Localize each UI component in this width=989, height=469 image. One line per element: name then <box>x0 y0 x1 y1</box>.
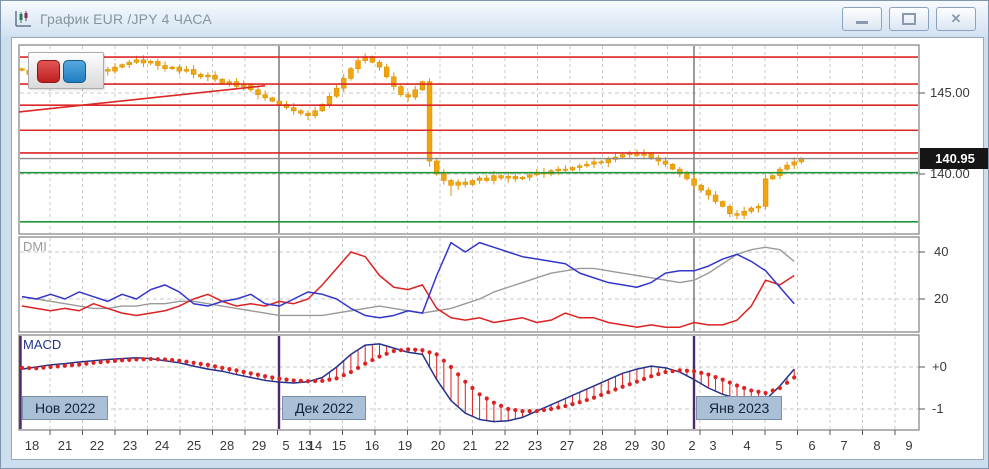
window-title: График EUR /JPY 4 ЧАСА <box>40 10 212 27</box>
maximize-icon <box>902 12 916 25</box>
x-axis-label: 29 <box>624 438 640 453</box>
x-axis-label: 4 <box>743 438 751 453</box>
x-axis-label: 16 <box>364 438 380 453</box>
x-axis-label: 5 <box>282 438 290 453</box>
x-axis-label: 19 <box>397 438 413 453</box>
current-price-badge: 140.95 <box>920 148 988 169</box>
x-axis-label: 25 <box>186 438 202 453</box>
x-axis-label: 14 <box>307 438 323 453</box>
x-axis-label: 27 <box>559 438 575 453</box>
red-marker-button[interactable] <box>37 60 60 83</box>
x-axis-label: 6 <box>808 438 816 453</box>
x-axis-label: 7 <box>840 438 848 453</box>
title-bar: График EUR /JPY 4 ЧАСА ✕ <box>1 1 988 36</box>
blue-marker-button[interactable] <box>63 60 86 83</box>
month-label: Янв 2023 <box>696 396 783 420</box>
macd-panel-frame <box>18 334 920 431</box>
main-panel-frame <box>18 44 920 235</box>
price-axis-label: 140.00 <box>930 166 970 181</box>
x-axis-label: 18 <box>24 438 40 453</box>
chart-mini-toolbar <box>28 52 104 89</box>
x-axis-label: 20 <box>430 438 446 453</box>
month-label: Дек 2022 <box>282 396 367 420</box>
x-axis-label: 8 <box>873 438 881 453</box>
minimize-icon <box>856 21 868 24</box>
x-axis-label: 9 <box>905 438 913 453</box>
window-controls: ✕ <box>842 6 976 31</box>
month-label: Нов 2022 <box>22 396 109 420</box>
maximize-button[interactable] <box>889 6 929 31</box>
x-axis-label: 23 <box>527 438 543 453</box>
x-axis-label: 5 <box>775 438 783 453</box>
dmi-axis-label: 40 <box>934 244 949 259</box>
x-axis-label: 23 <box>122 438 138 453</box>
x-axis-label: 21 <box>57 438 73 453</box>
x-axis-label: 21 <box>462 438 478 453</box>
dmi-panel-frame <box>18 236 920 333</box>
x-axis-label: 30 <box>650 438 666 453</box>
minimize-button[interactable] <box>842 6 882 31</box>
dmi-panel-label: DMI <box>23 239 47 254</box>
x-axis-label: 22 <box>494 438 510 453</box>
x-axis-label: 24 <box>154 438 170 453</box>
x-axis-label: 2 <box>688 438 696 453</box>
macd-panel-label: MACD <box>23 337 62 352</box>
close-icon: ✕ <box>950 11 962 26</box>
price-axis-label: 145.00 <box>930 85 970 100</box>
x-axis-label: 28 <box>592 438 608 453</box>
macd-axis-label: +0 <box>932 359 947 374</box>
candlestick-chart-icon <box>15 10 31 27</box>
chart-canvas[interactable] <box>12 38 983 459</box>
x-axis-label: 3 <box>709 438 717 453</box>
chart-client-area: 140.95 DMI MACD 18 21 22 23 24 25 28 29 5 13 14 15 1… <box>11 37 988 460</box>
x-axis-label: 13 <box>297 438 313 453</box>
x-axis-label: 29 <box>251 438 267 453</box>
dmi-axis-label: 20 <box>934 291 949 306</box>
x-axis-label: 15 <box>331 438 347 453</box>
x-axis-label: 22 <box>89 438 105 453</box>
x-axis-label: 28 <box>219 438 235 453</box>
close-button[interactable]: ✕ <box>936 6 976 31</box>
macd-axis-label: -1 <box>932 401 944 416</box>
